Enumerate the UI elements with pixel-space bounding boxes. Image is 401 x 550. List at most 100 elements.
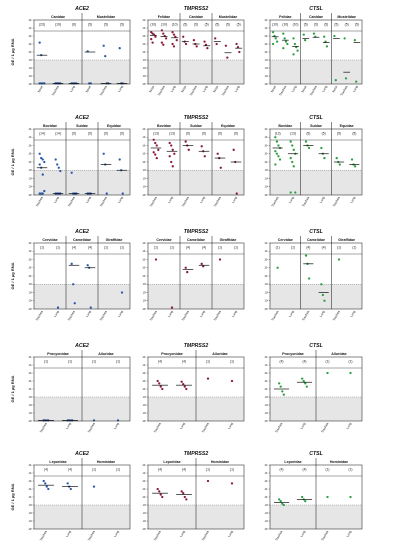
- data-point: [38, 152, 41, 155]
- tissue-label: Trachea: [278, 85, 287, 97]
- data-point: [274, 136, 277, 139]
- data-point: [120, 291, 124, 294]
- data-point: [323, 35, 326, 38]
- y-tick-label: 10⁶: [28, 257, 32, 261]
- tissue-label: Lung: [291, 85, 298, 93]
- y-tick-label: 10⁰: [28, 193, 33, 197]
- data-point: [180, 380, 183, 383]
- y-tick-label: 10⁸: [28, 463, 32, 467]
- tissue-label: Lung: [85, 310, 92, 318]
- data-point: [289, 156, 292, 160]
- y-tick-label: 10⁸: [142, 18, 146, 22]
- data-point: [304, 382, 307, 385]
- sample-count-label: (6): [72, 23, 76, 27]
- plot-frame: [33, 128, 131, 196]
- data-point: [224, 44, 228, 47]
- sample-count-label: (14): [39, 132, 45, 136]
- y-tick-label: 10⁸: [28, 127, 32, 131]
- data-point: [161, 495, 164, 499]
- data-point: [291, 144, 294, 147]
- data-point: [151, 41, 154, 44]
- family-label: Procyonidae: [282, 352, 304, 356]
- data-point: [274, 163, 277, 166]
- gene-title: TMPRSS2: [184, 115, 209, 121]
- y-tick-label: 10⁵: [28, 266, 32, 270]
- y-tick-label: 10¹: [29, 186, 33, 189]
- data-point: [43, 160, 46, 164]
- y-tick-label: 10¹: [143, 186, 147, 189]
- y-tick-label: 10⁴: [142, 387, 146, 391]
- plot-frame: [147, 464, 245, 530]
- data-point: [289, 191, 292, 194]
- data-point: [333, 34, 336, 38]
- data-point: [302, 379, 305, 383]
- y-tick-label: 10⁶: [264, 371, 268, 375]
- tissue-label: Trachea: [301, 310, 310, 322]
- data-point: [182, 492, 185, 495]
- data-point: [150, 38, 153, 41]
- y-tick-label: 10⁷: [265, 471, 269, 475]
- data-point: [278, 498, 281, 501]
- sample-count-label: (4): [44, 468, 48, 472]
- panel-ace2-row4: ACE2 10⁰ 10¹ 10² 10³ 10⁴ 10⁵ 10⁶ 10⁷ 10⁸ Procyonid…: [28, 343, 131, 434]
- y-tick-label: 10⁸: [142, 463, 146, 467]
- data-point: [236, 46, 240, 49]
- tissue-label: Trachea: [153, 422, 162, 434]
- lod-region: [148, 284, 244, 309]
- y-tick-label: 10⁰: [142, 193, 147, 197]
- tissue-label: Trachea: [39, 530, 48, 542]
- tissue-label: Lung: [65, 530, 72, 538]
- sample-count-label: (5): [120, 23, 124, 27]
- sample-count-label: (1): [116, 468, 120, 472]
- plot-frame: [33, 19, 131, 85]
- data-point: [155, 156, 158, 160]
- family-label: Felidae: [279, 15, 291, 19]
- sample-count-label: (1): [170, 246, 174, 250]
- sample-count-label: (5): [215, 23, 219, 27]
- data-point: [286, 42, 289, 46]
- data-point: [152, 151, 155, 154]
- y-tick-label: 10⁵: [142, 152, 146, 156]
- sample-count-label: (1): [92, 360, 96, 364]
- sample-count-label: (1): [68, 360, 72, 364]
- data-point: [154, 153, 157, 156]
- y-tick-label: 10²: [29, 291, 33, 294]
- data-point: [282, 503, 285, 507]
- y-tick-label: 10⁶: [28, 479, 32, 483]
- y-tick-label: 10³: [265, 283, 269, 286]
- data-point: [321, 293, 325, 297]
- y-tick-label: 10⁰: [142, 82, 147, 86]
- tissue-label: Lung: [231, 196, 238, 204]
- tissue-label: Nose: [148, 85, 155, 93]
- data-point: [302, 33, 305, 36]
- tissue-label: Trachea: [301, 196, 310, 208]
- data-point: [118, 47, 121, 50]
- y-tick-label: 10³: [143, 504, 147, 507]
- data-point: [170, 160, 173, 164]
- data-point: [156, 487, 159, 491]
- sample-count-label: (4): [88, 246, 92, 250]
- tissue-label: Lung: [85, 196, 92, 204]
- tissue-label: Trachea: [99, 85, 108, 97]
- y-tick-label: 10⁷: [29, 363, 33, 367]
- data-point: [238, 50, 241, 54]
- tissue-label: Lung: [349, 196, 356, 204]
- tissue-label: Trachea: [149, 196, 158, 208]
- data-point: [203, 40, 206, 43]
- lod-region: [34, 284, 130, 309]
- family-label: Procyonidae: [47, 352, 69, 356]
- plot-frame: [269, 464, 363, 530]
- plot-frame: [147, 242, 245, 310]
- tissue-label: Nose: [85, 85, 92, 93]
- y-tick-label: 10²: [29, 177, 33, 180]
- tissue-label: Lung: [117, 85, 124, 93]
- family-label: Ailuridae: [212, 352, 227, 356]
- tissue-label: Trachea: [274, 530, 283, 542]
- y-tick-label: 10⁶: [28, 143, 32, 147]
- family-label: Bovidae: [157, 124, 171, 128]
- tissue-label: Trachea: [181, 196, 190, 208]
- sample-count-label: (5): [345, 23, 349, 27]
- data-point: [226, 56, 229, 59]
- y-tick-label: 10⁸: [264, 18, 268, 22]
- y-tick-label: 10³: [29, 396, 33, 399]
